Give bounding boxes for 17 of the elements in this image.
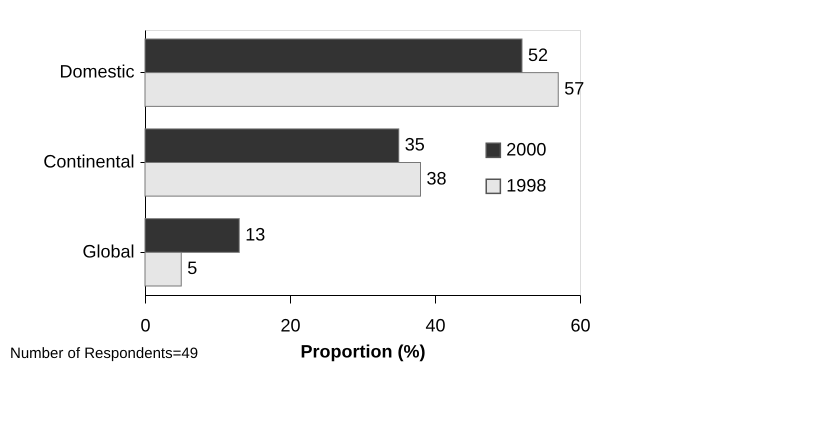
y-tick-label: Domestic [59,62,134,82]
y-tick-label: Continental [43,152,134,172]
x-tick-label: 20 [280,316,301,336]
data-label: 38 [426,168,447,188]
x-tick-label: 60 [570,316,591,336]
data-label: 52 [528,44,548,65]
x-axis-title: Proportion (%) [300,342,426,362]
x-tick-label: 0 [140,316,151,336]
x-tick-label: 40 [425,316,446,336]
data-label: 13 [245,224,266,244]
data-label: 5 [187,258,198,278]
y-tick-label: Global [82,241,134,262]
data-label: 35 [404,134,425,155]
text: Number of Respondents=49 [10,345,198,362]
data-label: 57 [564,78,584,99]
legend-label: 1998 [506,175,546,196]
legend-label: 2000 [506,139,546,160]
